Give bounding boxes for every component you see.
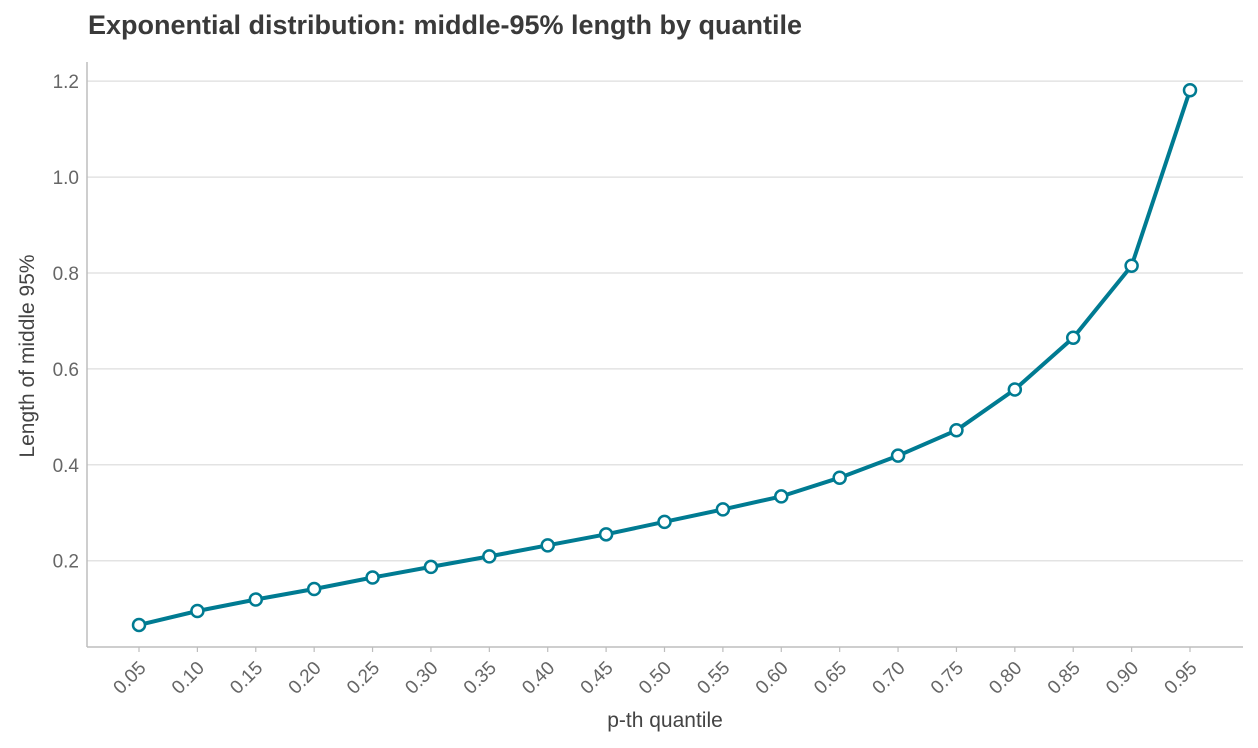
x-tick-label: 0.60	[752, 658, 793, 699]
x-tick-label: 0.70	[869, 658, 910, 699]
data-point	[1065, 330, 1081, 345]
x-axis-label: p-th quantile	[607, 709, 723, 732]
data-point	[190, 603, 205, 619]
y-tick-label: 0.8	[53, 264, 79, 285]
data-point	[248, 592, 264, 607]
x-tick-label: 0.15	[226, 658, 267, 699]
data-point	[657, 514, 672, 530]
x-tick-label: 0.55	[693, 658, 734, 699]
y-tick-label: 0.4	[53, 456, 80, 477]
x-tick-label: 0.45	[577, 658, 618, 699]
y-tick-label: 1.0	[53, 168, 79, 189]
x-tick-label: 0.20	[285, 658, 326, 699]
data-point	[1007, 382, 1023, 397]
x-tick-label: 0.30	[401, 658, 442, 699]
series-line	[137, 88, 1192, 627]
x-tick-label: 0.35	[460, 658, 501, 699]
x-tick-label: 0.25	[343, 658, 384, 699]
data-point	[949, 423, 964, 438]
data-point	[482, 549, 497, 564]
data-point	[715, 502, 731, 517]
x-tick-label: 0.80	[985, 658, 1026, 699]
x-tick-label: 0.90	[1102, 658, 1143, 699]
data-point	[423, 559, 439, 575]
x-tick-label: 0.65	[810, 658, 851, 699]
data-point	[1124, 258, 1139, 274]
data-point	[365, 570, 380, 585]
x-tick-label: 0.50	[635, 658, 676, 699]
y-axis-label: Length of middle 95%	[16, 254, 39, 457]
data-point	[131, 617, 147, 633]
data-point	[540, 538, 555, 553]
data-point	[306, 581, 322, 597]
y-tick-label: 0.2	[53, 552, 79, 573]
data-point	[598, 527, 614, 542]
data-point	[832, 470, 847, 485]
data-point	[1182, 83, 1198, 98]
y-tick-label: 0.6	[53, 360, 79, 381]
axes	[86, 62, 1243, 652]
gridlines	[87, 80, 1243, 562]
x-tick-label: 0.75	[927, 658, 968, 699]
chart-title: Exponential distribution: middle-95% len…	[88, 10, 803, 40]
y-tick-label: 1.2	[53, 72, 79, 93]
x-tick-label: 0.10	[168, 658, 209, 699]
x-tick-label: 0.40	[518, 658, 559, 699]
data-point	[774, 489, 789, 504]
series	[131, 83, 1198, 633]
x-tick-label: 0.05	[110, 658, 151, 699]
x-tick-label: 0.95	[1161, 658, 1202, 699]
x-tick-label: 0.85	[1044, 658, 1085, 699]
data-point	[890, 448, 906, 463]
